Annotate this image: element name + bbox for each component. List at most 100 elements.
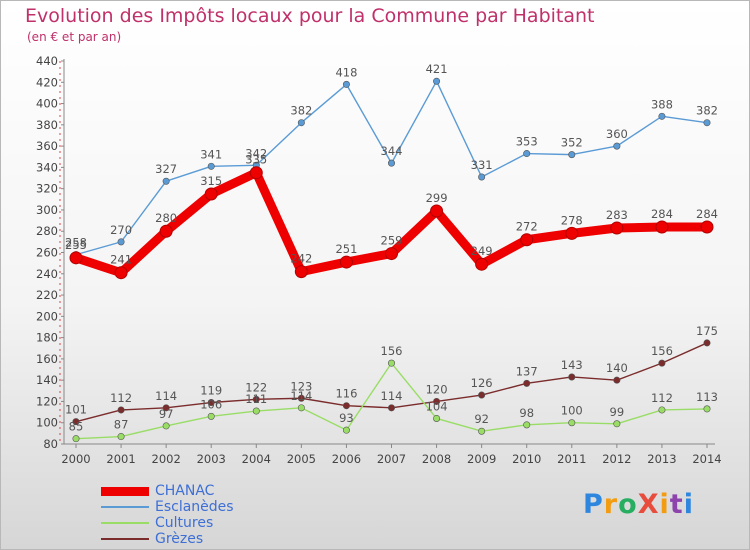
data-label-grezes: 137 xyxy=(516,364,538,378)
x-tick-label: 2007 xyxy=(377,452,406,466)
data-point-grezes xyxy=(162,404,170,412)
y-tick-label: 300 xyxy=(36,203,58,217)
x-tick-label: 2014 xyxy=(692,452,721,466)
data-label-esclanedes: 388 xyxy=(651,97,673,111)
legend-label-grezes: Grèzes xyxy=(155,531,204,547)
data-point-grezes xyxy=(478,391,486,399)
data-point-cultures xyxy=(297,404,305,412)
x-tick-label: 2012 xyxy=(602,452,631,466)
data-point-grezes xyxy=(568,373,576,381)
data-point-cultures xyxy=(207,412,215,420)
data-point-chanac xyxy=(249,166,263,180)
legend-item-cultures: Cultures xyxy=(101,515,234,531)
legend-swatch-chanac xyxy=(101,486,149,496)
data-label-cultures: 85 xyxy=(69,420,84,434)
y-tick-label: 280 xyxy=(36,224,58,238)
data-label-cultures: 87 xyxy=(114,418,129,432)
data-point-chanac xyxy=(610,221,624,235)
data-label-cultures: 114 xyxy=(290,389,312,403)
data-label-chanac: 272 xyxy=(516,220,538,234)
x-tick-label: 2008 xyxy=(422,452,451,466)
data-label-esclanedes: 418 xyxy=(335,65,357,79)
x-tick-label: 2009 xyxy=(467,452,496,466)
data-point-grezes xyxy=(342,402,350,410)
data-label-chanac: 278 xyxy=(561,213,583,227)
data-point-cultures xyxy=(117,433,125,441)
y-tick-label: 180 xyxy=(36,331,58,345)
data-label-cultures: 98 xyxy=(519,406,534,420)
y-tick-label: 340 xyxy=(36,160,58,174)
data-label-esclanedes: 421 xyxy=(426,62,448,76)
legend-label-cultures: Cultures xyxy=(155,515,214,531)
data-label-chanac: 283 xyxy=(606,208,628,222)
data-point-cultures xyxy=(342,426,350,434)
data-label-chanac: 259 xyxy=(381,234,403,248)
data-label-grezes: 156 xyxy=(651,344,673,358)
data-label-chanac: 284 xyxy=(651,207,673,221)
x-tick-label: 2010 xyxy=(512,452,541,466)
data-point-chanac xyxy=(520,233,534,247)
data-point-esclanedes xyxy=(523,150,531,158)
legend-item-esclanedes: Esclanèdes xyxy=(101,499,234,515)
data-point-esclanedes xyxy=(117,238,125,246)
data-point-grezes xyxy=(613,376,621,384)
legend-swatch-cultures xyxy=(101,522,149,524)
data-point-cultures xyxy=(478,427,486,435)
data-label-cultures: 93 xyxy=(339,411,354,425)
x-tick-label: 2000 xyxy=(61,452,90,466)
data-point-esclanedes xyxy=(387,159,395,167)
data-point-esclanedes xyxy=(342,80,350,88)
data-label-cultures: 106 xyxy=(200,397,222,411)
data-label-grezes: 143 xyxy=(561,358,583,372)
data-label-esclanedes: 344 xyxy=(381,144,403,158)
data-label-esclanedes: 327 xyxy=(155,162,177,176)
y-tick-label: 120 xyxy=(36,394,58,408)
data-point-grezes xyxy=(72,418,80,426)
data-label-chanac: 249 xyxy=(471,244,493,258)
data-label-grezes: 119 xyxy=(200,384,222,398)
data-point-cultures xyxy=(658,406,666,414)
data-point-grezes xyxy=(207,399,215,407)
data-label-esclanedes: 382 xyxy=(290,104,312,118)
data-label-chanac: 242 xyxy=(290,252,312,266)
data-label-cultures: 100 xyxy=(561,404,583,418)
data-point-chanac xyxy=(700,220,714,234)
x-tick-label: 2011 xyxy=(557,452,586,466)
x-tick-label: 2004 xyxy=(242,452,271,466)
data-point-cultures xyxy=(72,435,80,443)
y-tick-label: 100 xyxy=(36,416,58,430)
data-label-cultures: 113 xyxy=(696,390,718,404)
data-point-chanac xyxy=(430,204,444,218)
chart-subtitle: (en € et par an) xyxy=(27,30,122,44)
data-point-grezes xyxy=(703,339,711,347)
legend-item-grezes: Grèzes xyxy=(101,531,234,547)
data-point-grezes xyxy=(117,406,125,414)
data-label-esclanedes: 341 xyxy=(200,147,222,161)
legend-item-chanac: CHANAC xyxy=(101,483,234,499)
data-point-chanac xyxy=(655,220,669,234)
proxiti-logo: ProXiti xyxy=(583,489,694,520)
y-tick-label: 380 xyxy=(36,118,58,132)
data-label-esclanedes: 270 xyxy=(110,223,132,237)
data-label-esclanedes: 360 xyxy=(606,127,628,141)
data-label-grezes: 122 xyxy=(245,380,267,394)
y-tick-label: 440 xyxy=(36,54,58,68)
data-label-grezes: 175 xyxy=(696,324,718,338)
data-point-esclanedes xyxy=(478,173,486,181)
data-point-cultures xyxy=(568,419,576,427)
data-point-esclanedes xyxy=(207,162,215,170)
data-point-cultures xyxy=(613,420,621,428)
data-point-cultures xyxy=(252,407,260,415)
x-tick-label: 2013 xyxy=(647,452,676,466)
data-point-esclanedes xyxy=(703,119,711,127)
data-label-grezes: 116 xyxy=(335,387,357,401)
data-label-cultures: 92 xyxy=(474,412,489,426)
data-label-grezes: 114 xyxy=(155,389,177,403)
data-point-esclanedes xyxy=(433,77,441,85)
data-label-esclanedes: 352 xyxy=(561,136,583,150)
y-tick-label: 140 xyxy=(36,373,58,387)
y-tick-label: 420 xyxy=(36,75,58,89)
data-point-cultures xyxy=(523,421,531,429)
data-label-esclanedes: 331 xyxy=(471,158,493,172)
